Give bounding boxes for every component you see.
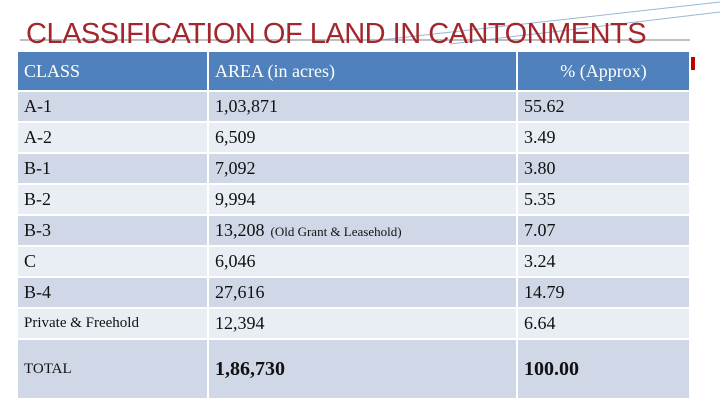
table-row: B-3 13,208 (Old Grant & Leasehold) 7.07 — [18, 215, 691, 247]
total-row: TOTAL 1,86,730 100.00 — [18, 339, 691, 400]
area-value: 13,208 — [215, 220, 265, 240]
percent-cell: 7.07 — [517, 215, 691, 247]
land-table: CLASS AREA (in acres) % (Approx) A-1 1,03… — [18, 52, 691, 400]
area-cell: 9,994 — [208, 184, 518, 216]
deco-line — [449, 11, 720, 45]
class-cell: Private & Freehold — [18, 308, 209, 340]
deco-mark — [691, 57, 695, 70]
area-cell: 1,86,730 — [208, 339, 518, 400]
area-value: 27,616 — [215, 282, 265, 302]
class-cell: B-2 — [18, 184, 209, 216]
table-row: A-2 6,509 3.49 — [18, 122, 691, 154]
percent-cell: 3.49 — [517, 122, 691, 154]
table-row: B-4 27,616 14.79 — [18, 277, 691, 309]
percent-cell: 100.00 — [517, 339, 691, 400]
area-cell: 6,046 — [208, 246, 518, 278]
table-row: C 6,046 3.24 — [18, 246, 691, 278]
class-cell: B-1 — [18, 153, 209, 185]
column-header: AREA (in acres) — [208, 52, 518, 92]
class-cell: B-4 — [18, 277, 209, 309]
percent-cell: 6.64 — [517, 308, 691, 340]
class-cell: A-1 — [18, 91, 209, 123]
table-row: B-2 9,994 5.35 — [18, 184, 691, 216]
percent-cell: 5.35 — [517, 184, 691, 216]
percent-cell: 14.79 — [517, 277, 691, 309]
table-row: B-1 7,092 3.80 — [18, 153, 691, 185]
area-cell: 7,092 — [208, 153, 518, 185]
percent-cell: 3.80 — [517, 153, 691, 185]
area-value: 1,03,871 — [215, 96, 278, 116]
class-cell: A-2 — [18, 122, 209, 154]
class-cell: TOTAL — [18, 339, 209, 400]
area-value: 9,994 — [215, 189, 256, 209]
column-header: CLASS — [18, 52, 209, 92]
percent-cell: 55.62 — [517, 91, 691, 123]
area-value: 7,092 — [215, 158, 256, 178]
area-cell: 12,394 — [208, 308, 518, 340]
table-row: Private & Freehold 12,394 6.64 — [18, 308, 691, 340]
class-cell: C — [18, 246, 209, 278]
table-row: A-1 1,03,871 55.62 — [18, 91, 691, 123]
percent-cell: 3.24 — [517, 246, 691, 278]
class-cell: B-3 — [18, 215, 209, 247]
area-value: 6,046 — [215, 251, 256, 271]
area-cell: 1,03,871 — [208, 91, 518, 123]
area-cell: 6,509 — [208, 122, 518, 154]
deco-line — [379, 1, 720, 41]
title: CLASSIFICATION OF LAND IN CANTONMENTS — [26, 18, 647, 50]
area-cell: 13,208 (Old Grant & Leasehold) — [208, 215, 518, 247]
area-value: 12,394 — [215, 313, 265, 333]
area-note: (Old Grant & Leasehold) — [270, 224, 402, 239]
column-header: % (Approx) — [517, 52, 691, 92]
area-value: 6,509 — [215, 127, 256, 147]
area-cell: 27,616 — [208, 277, 518, 309]
